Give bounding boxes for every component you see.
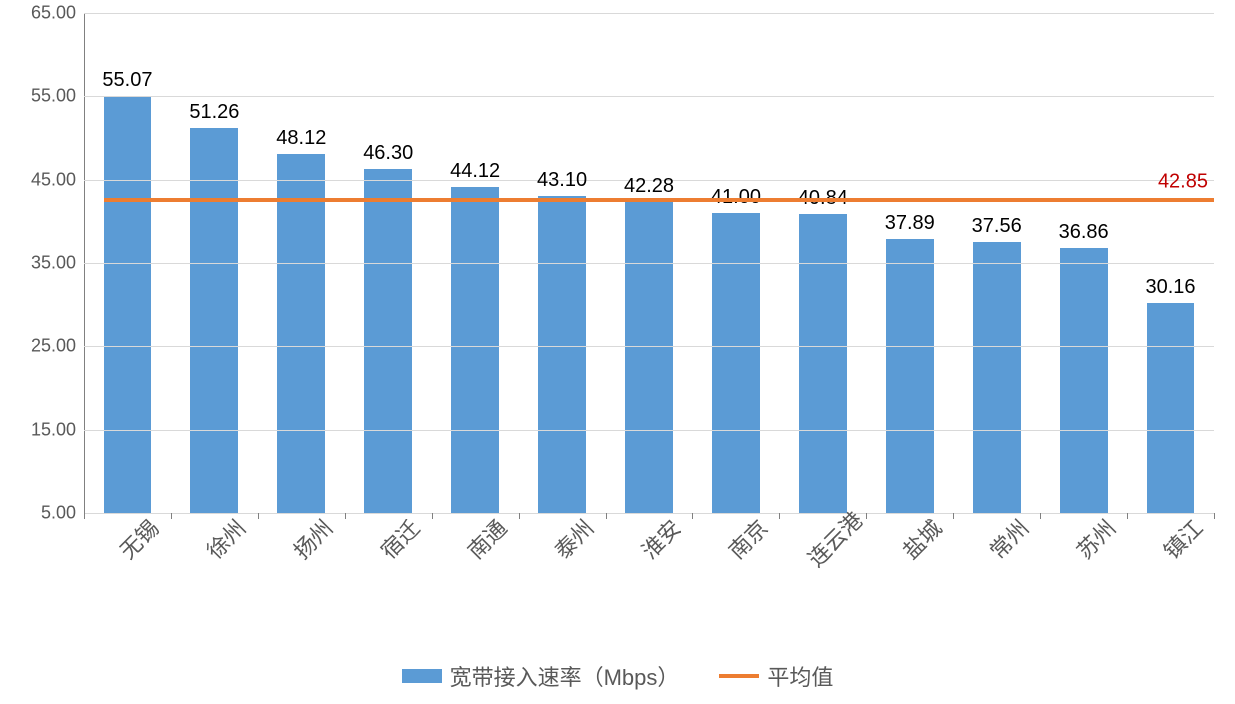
- bar-value-label: 36.86: [1059, 221, 1109, 244]
- gridline: [84, 430, 1214, 431]
- legend-swatch-bar: [402, 669, 442, 683]
- x-tick-label: 镇江: [1155, 512, 1209, 566]
- y-tick-label: 15.00: [31, 419, 84, 440]
- x-tick: [692, 513, 693, 519]
- bar-value-label: 51.26: [189, 101, 239, 124]
- bar: [364, 169, 412, 513]
- bar-value-label: 37.89: [885, 212, 935, 235]
- x-tick-label: 泰州: [547, 512, 601, 566]
- bar: [190, 128, 238, 514]
- bar: [1060, 248, 1108, 514]
- x-tick-label: 无锡: [112, 512, 166, 566]
- y-tick-label: 45.00: [31, 169, 84, 190]
- gridline: [84, 13, 1214, 14]
- bar-value-label: 37.56: [972, 215, 1022, 238]
- x-tick-label: 苏州: [1068, 512, 1122, 566]
- y-tick-label: 5.00: [41, 503, 84, 524]
- x-tick-label: 常州: [981, 512, 1035, 566]
- average-line: [104, 198, 1214, 202]
- bar: [1147, 303, 1195, 513]
- bar: [104, 96, 152, 513]
- x-tick: [1214, 513, 1215, 519]
- x-tick: [84, 513, 85, 519]
- bar-value-label: 43.10: [537, 169, 587, 192]
- x-tick-label: 扬州: [286, 512, 340, 566]
- average-line-label: 42.85: [1158, 170, 1208, 193]
- y-tick-label: 65.00: [31, 3, 84, 24]
- bar-value-label: 48.12: [276, 127, 326, 150]
- x-tick: [345, 513, 346, 519]
- x-tick-label: 宿迁: [373, 512, 427, 566]
- bar: [886, 239, 934, 513]
- y-tick-label: 35.00: [31, 253, 84, 274]
- x-tick: [258, 513, 259, 519]
- bar-value-label: 55.07: [102, 69, 152, 92]
- x-tick: [519, 513, 520, 519]
- x-tick: [171, 513, 172, 519]
- gridline: [84, 513, 1214, 514]
- bar-value-label: 46.30: [363, 142, 413, 165]
- x-tick: [432, 513, 433, 519]
- legend-label: 宽带接入速率（Mbps）: [450, 660, 680, 692]
- legend-swatch-line: [719, 674, 759, 678]
- x-tick: [1040, 513, 1041, 519]
- x-tick-label: 南京: [720, 512, 774, 566]
- bar: [712, 213, 760, 513]
- legend-item: 平均值: [719, 660, 833, 692]
- x-tick: [1127, 513, 1128, 519]
- bar-value-label: 42.28: [624, 175, 674, 198]
- y-tick-label: 55.00: [31, 86, 84, 107]
- legend-label: 平均值: [767, 660, 833, 692]
- x-tick: [779, 513, 780, 519]
- bar: [538, 196, 586, 514]
- gridline: [84, 346, 1214, 347]
- legend-item: 宽带接入速率（Mbps）: [402, 660, 680, 692]
- legend: 宽带接入速率（Mbps） 平均值: [0, 660, 1235, 692]
- bar: [451, 187, 499, 513]
- gridline: [84, 263, 1214, 264]
- x-tick-label: 徐州: [199, 512, 253, 566]
- bar: [277, 154, 325, 513]
- bar: [625, 202, 673, 513]
- x-tick-label: 淮安: [633, 512, 687, 566]
- x-tick-label: 盐城: [894, 512, 948, 566]
- x-tick: [866, 513, 867, 519]
- gridline: [84, 96, 1214, 97]
- bar: [973, 242, 1021, 513]
- x-tick-label: 连云港: [800, 504, 869, 573]
- x-tick-label: 南通: [460, 512, 514, 566]
- bar-value-label: 44.12: [450, 160, 500, 183]
- plot-area: 5.0015.0025.0035.0045.0055.0065.0055.07无…: [84, 12, 1214, 513]
- chart-container: 5.00 15.00 25.00 35.00 45.00 55.00 65.00 55.07 无…: [0, 0, 1235, 704]
- bar: [799, 214, 847, 513]
- x-tick: [953, 513, 954, 519]
- y-tick-label: 25.00: [31, 336, 84, 357]
- x-tick: [606, 513, 607, 519]
- bar-value-label: 30.16: [1146, 276, 1196, 299]
